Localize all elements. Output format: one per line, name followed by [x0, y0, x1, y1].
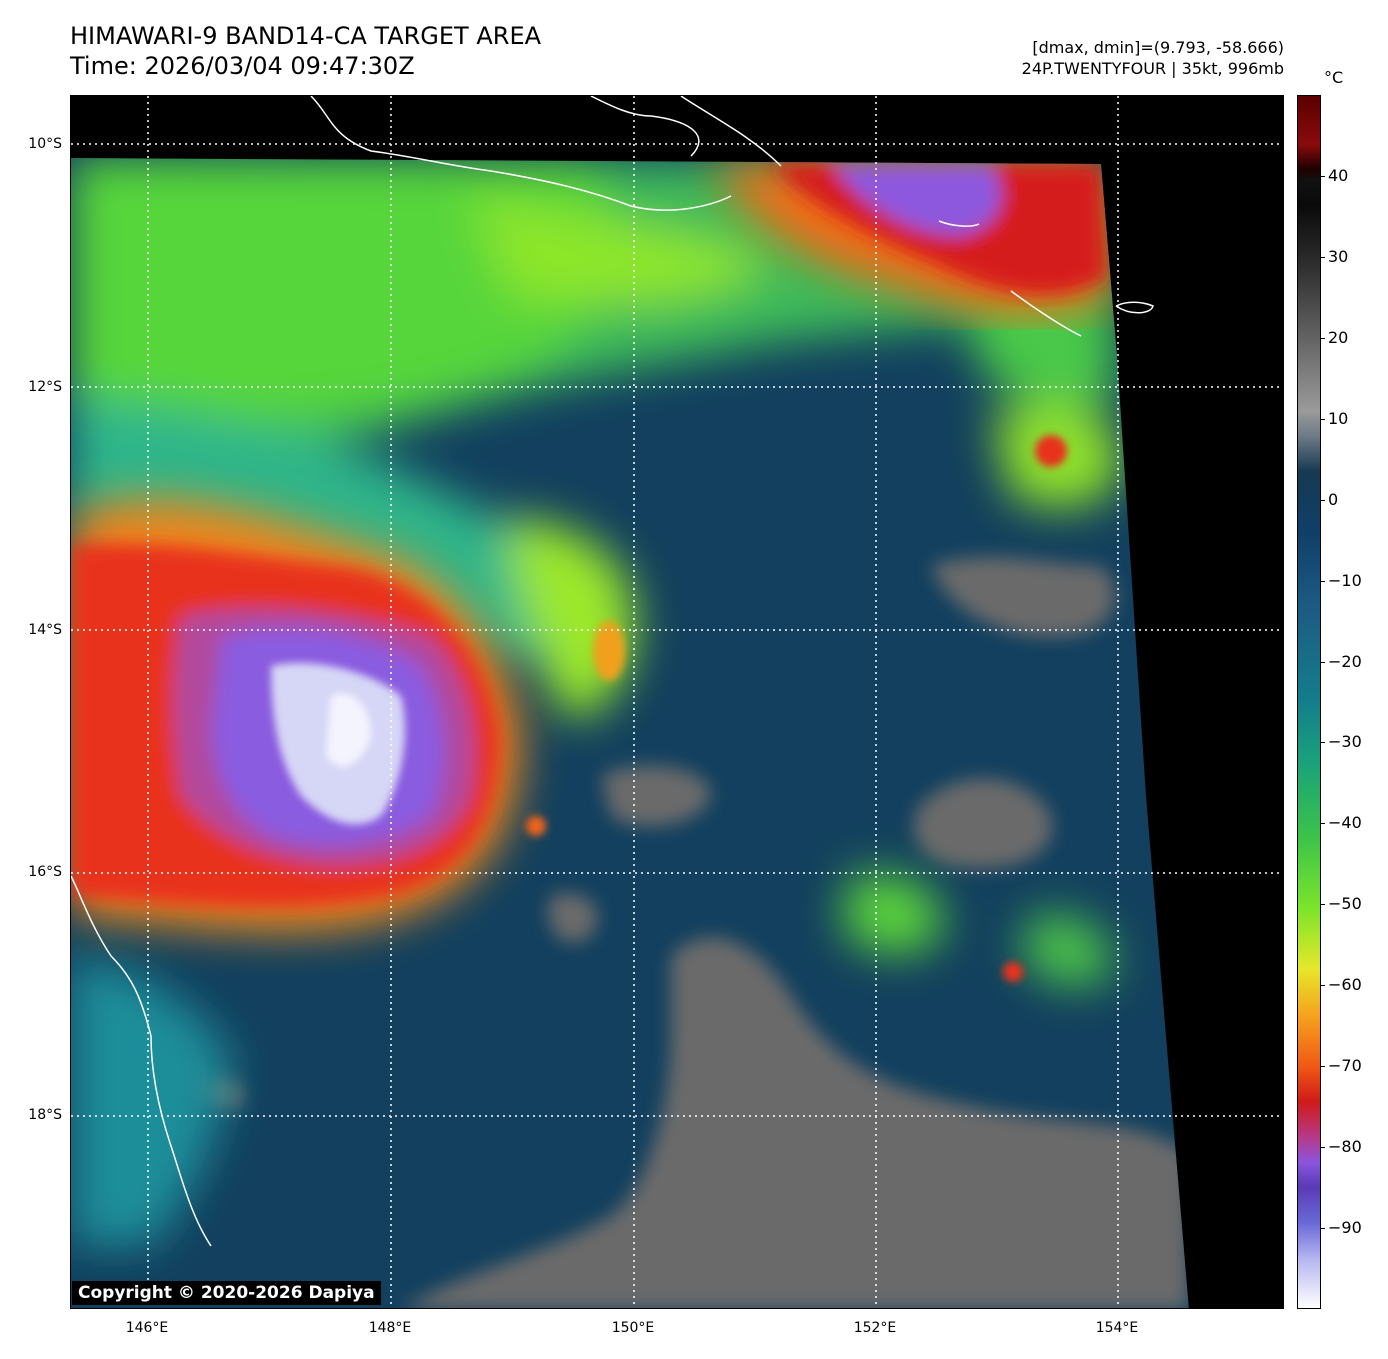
colorbar-tick-label: −40: [1328, 813, 1362, 833]
lat-label-14s: 14°S: [28, 622, 62, 638]
lat-label-16s: 16°S: [28, 864, 62, 880]
colorbar-tick-label: −20: [1328, 651, 1362, 671]
colorbar-unit: °C: [1324, 68, 1344, 87]
satellite-map[interactable]: [70, 95, 1284, 1309]
lat-label-10s: 10°S: [28, 136, 62, 152]
colorbar-tickmark: [1321, 418, 1325, 420]
colorbar-tickmark: [1321, 1147, 1325, 1149]
colorbar-tick-label: −10: [1328, 570, 1362, 590]
colorbar: [1297, 95, 1321, 1309]
colorbar-tickmark: [1321, 1228, 1325, 1230]
product-title: HIMAWARI-9 BAND14-CA TARGET AREA: [70, 22, 542, 50]
colorbar-tickmark: [1321, 823, 1325, 825]
colorbar-tick-label: 10: [1328, 408, 1349, 428]
lon-label-148e: 148°E: [368, 1320, 412, 1336]
lon-label-152e: 152°E: [853, 1320, 897, 1336]
colorbar-tickmark: [1321, 175, 1325, 177]
colorbar-tick-label: −50: [1328, 894, 1362, 914]
colorbar-tick-label: −80: [1328, 1137, 1362, 1157]
satellite-image: [71, 96, 1283, 1308]
colorbar-tick-label: 0: [1328, 489, 1339, 509]
colorbar-tick-label: 30: [1328, 246, 1349, 266]
colorbar-tick-label: −30: [1328, 732, 1362, 752]
colorbar-tick-label: −60: [1328, 975, 1362, 995]
colorbar-tickmark: [1321, 985, 1325, 987]
lon-label-150e: 150°E: [611, 1320, 655, 1336]
storm-info: 24P.TWENTYFOUR | 35kt, 996mb: [1021, 59, 1284, 78]
colorbar-tick-label: −70: [1328, 1056, 1362, 1076]
lon-label-146e: 146°E: [125, 1320, 169, 1336]
time-title: Time: 2026/03/04 09:47:30Z: [70, 52, 415, 80]
lat-label-12s: 12°S: [28, 379, 62, 395]
colorbar-tickmark: [1321, 742, 1325, 744]
colorbar-tick-label: −90: [1328, 1218, 1362, 1238]
colorbar-tick-label: 40: [1328, 165, 1349, 185]
colorbar-tickmark: [1321, 337, 1325, 339]
lat-label-18s: 18°S: [28, 1107, 62, 1123]
colorbar-tickmark: [1321, 661, 1325, 663]
colorbar-tickmark: [1321, 904, 1325, 906]
dmax-dmin-readout: [dmax, dmin]=(9.793, -58.666): [1032, 38, 1284, 57]
colorbar-tickmark: [1321, 499, 1325, 501]
colorbar-tickmark: [1321, 256, 1325, 258]
colorbar-tick-label: 20: [1328, 327, 1349, 347]
lon-label-154e: 154°E: [1095, 1320, 1139, 1336]
colorbar-tickmark: [1321, 580, 1325, 582]
colorbar-tickmark: [1321, 1066, 1325, 1068]
copyright-banner: Copyright © 2020-2026 Dapiya: [72, 1281, 381, 1305]
